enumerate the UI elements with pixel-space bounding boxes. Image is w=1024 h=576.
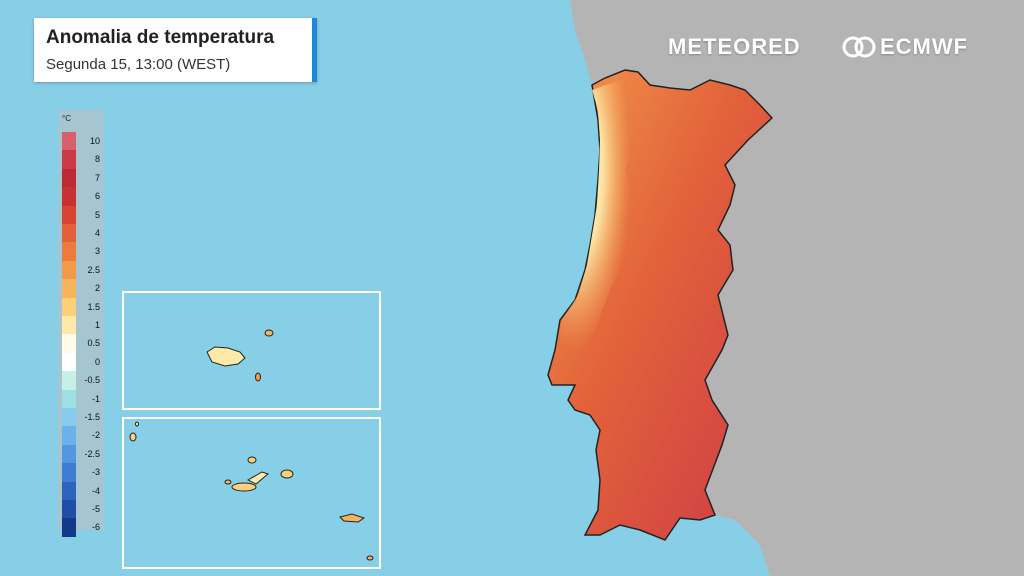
madeira-inset (122, 417, 381, 569)
ecmwf-logo: ECMWF (842, 34, 968, 60)
legend-swatch (62, 371, 76, 390)
legend-tick-label: 1 (94, 320, 100, 330)
islands (129, 329, 374, 561)
legend-tick-label: -2.5 (84, 448, 100, 459)
legend-tick-label: 7 (94, 172, 100, 183)
legend-swatch (62, 150, 76, 169)
legend-swatch (62, 242, 76, 261)
legend-swatch (62, 426, 76, 445)
legend-swatch (62, 444, 76, 464)
legend-tick-label: 4 (94, 228, 100, 238)
legend-swatch (62, 518, 76, 537)
legend-tick-label: -6 (91, 522, 100, 533)
legend-tick-label: -1 (91, 393, 100, 404)
legend-swatch (62, 408, 76, 427)
legend-swatch (62, 132, 76, 151)
legend-swatch (62, 187, 76, 206)
legend-swatch (62, 389, 76, 408)
coastal-cool-zone (556, 80, 650, 380)
legend-tick-label: -4 (91, 485, 100, 496)
legend-tick-label: 8 (94, 154, 100, 165)
legend-swatch (62, 260, 76, 280)
map-subtitle: Segunda 15, 13:00 (WEST) (46, 56, 231, 73)
title-card: Anomalia de temperatura Segunda 15, 13:0… (34, 18, 317, 82)
legend-tick-label: 3 (94, 246, 100, 257)
legend-swatch (62, 205, 76, 224)
legend: °C 10 8 7 6 5 4 3 2.5 2 1.5 1 0.5 0 -0.5 -1 -1.5 -2 -2.5 -… (58, 110, 104, 537)
spain-landmass (570, 0, 1024, 576)
legend-tick-label: -2 (91, 430, 100, 441)
legend-tick-label: 2.5 (87, 264, 100, 275)
legend-swatch (62, 500, 76, 519)
legend-swatch (62, 481, 76, 500)
legend-swatch (62, 316, 76, 335)
legend-tick-label: -3 (91, 467, 100, 478)
legend-tick-label: 2 (94, 283, 100, 294)
legend-swatch (62, 224, 76, 243)
legend-tick-label: -1.5 (84, 412, 100, 422)
legend-tick-label: 1.5 (87, 301, 100, 312)
legend-tick-label: 6 (94, 191, 100, 202)
ecmwf-label: ECMWF (880, 34, 969, 59)
legend-swatch (62, 297, 76, 316)
meteored-logo: METEORED (668, 34, 801, 59)
map-title: Anomalia de temperatura (46, 27, 275, 48)
legend-tick-label: 5 (94, 209, 100, 220)
legend-swatch (62, 463, 76, 482)
legend-tick-label: 10 (89, 136, 100, 146)
azores-inset (122, 291, 381, 410)
legend-tick-label: -0.5 (84, 375, 100, 386)
legend-swatch (62, 334, 76, 353)
legend-tick-label: 0.5 (87, 338, 100, 349)
legend-unit: °C (62, 114, 71, 123)
ecmwf-icon (842, 36, 876, 58)
legend-swatch (62, 279, 76, 298)
legend-swatch (62, 352, 76, 372)
legend-tick-label: 0 (94, 356, 100, 367)
legend-tick-label: -5 (91, 504, 100, 514)
legend-swatch (62, 168, 76, 188)
